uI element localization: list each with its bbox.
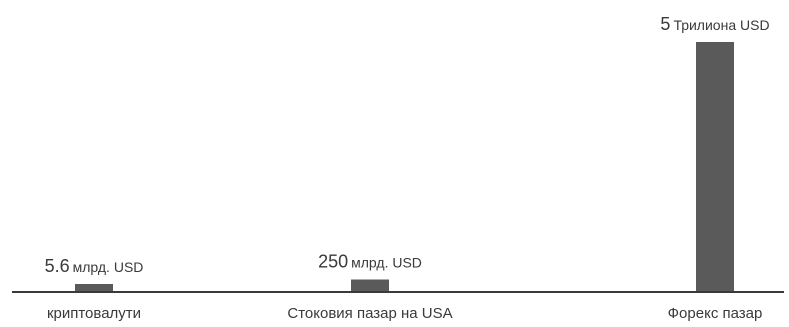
bars-group	[75, 42, 734, 292]
data-label-unit: млрд. USD	[73, 259, 144, 275]
category-labels-group: криптовалути Стоковия пазар на USA Форекс …	[47, 305, 762, 322]
data-label-unit: Трилиона USD	[673, 17, 769, 33]
data-label-1: 5.6 млрд. USD	[45, 256, 144, 276]
bar-1	[75, 284, 113, 292]
data-label-unit: млрд. USD	[351, 255, 422, 271]
data-label-number: 250	[318, 252, 348, 272]
category-label-2: Стоковия пазар на USA	[287, 305, 452, 322]
data-label-number: 5.6	[45, 256, 70, 276]
bar-3	[696, 42, 734, 292]
data-label-2: 250 млрд. USD	[318, 252, 422, 272]
data-label-3: 5 Трилиона USD	[660, 14, 769, 34]
bar-2	[351, 279, 389, 292]
data-label-number: 5	[660, 14, 670, 34]
category-label-3: Форекс пазар	[668, 305, 763, 322]
category-label-1: криптовалути	[47, 305, 141, 322]
